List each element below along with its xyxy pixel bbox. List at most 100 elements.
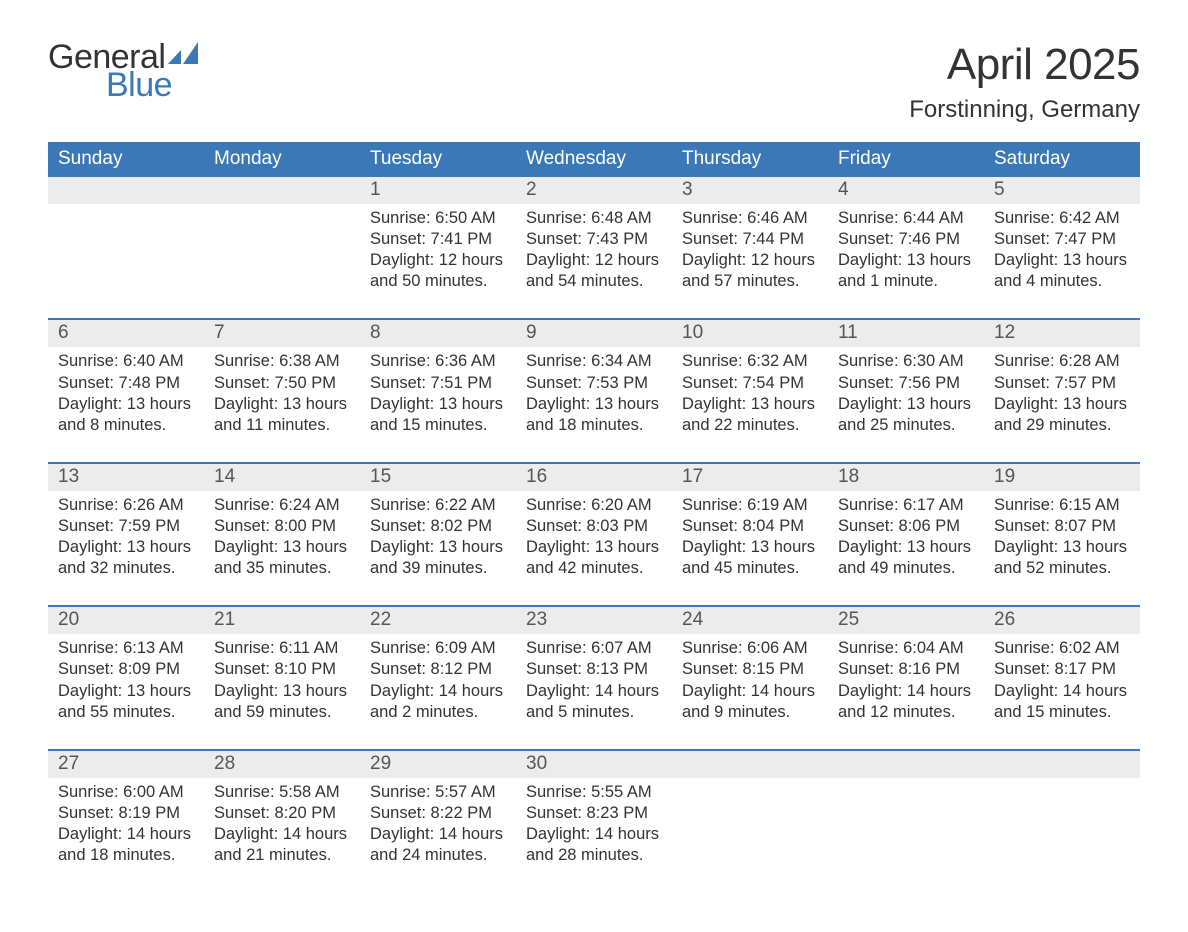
sunrise-text: Sunrise: 6:04 AM	[838, 638, 974, 659]
calendar-body: 12345Sunrise: 6:50 AMSunset: 7:41 PMDayl…	[48, 177, 1140, 892]
calendar-cell: Sunrise: 6:30 AMSunset: 7:56 PMDaylight:…	[828, 347, 984, 461]
day-number: 30	[516, 751, 672, 778]
weekday-header: Tuesday	[360, 142, 516, 177]
day-number: 16	[516, 464, 672, 491]
daylight-text: Daylight: 13 hours and 42 minutes.	[526, 537, 662, 579]
calendar-week: 12345Sunrise: 6:50 AMSunset: 7:41 PMDayl…	[48, 177, 1140, 318]
sunset-text: Sunset: 8:19 PM	[58, 803, 194, 824]
calendar-cell: Sunrise: 6:19 AMSunset: 8:04 PMDaylight:…	[672, 491, 828, 605]
daylight-text: Daylight: 13 hours and 1 minute.	[838, 250, 974, 292]
daynum-row: 13141516171819	[48, 464, 1140, 491]
sunrise-text: Sunrise: 6:13 AM	[58, 638, 194, 659]
weekday-header: Monday	[204, 142, 360, 177]
daylight-text: Daylight: 14 hours and 12 minutes.	[838, 681, 974, 723]
day-number: 4	[828, 177, 984, 204]
weekday-header: Saturday	[984, 142, 1140, 177]
day-number: 22	[360, 607, 516, 634]
daynum-row: 27282930	[48, 751, 1140, 778]
sunrise-text: Sunrise: 6:38 AM	[214, 351, 350, 372]
calendar-cell: Sunrise: 6:26 AMSunset: 7:59 PMDaylight:…	[48, 491, 204, 605]
sunset-text: Sunset: 7:57 PM	[994, 373, 1130, 394]
daylight-text: Daylight: 13 hours and 25 minutes.	[838, 394, 974, 436]
daylight-text: Daylight: 13 hours and 18 minutes.	[526, 394, 662, 436]
sunrise-text: Sunrise: 6:02 AM	[994, 638, 1130, 659]
sunset-text: Sunset: 7:41 PM	[370, 229, 506, 250]
daylight-text: Daylight: 14 hours and 21 minutes.	[214, 824, 350, 866]
day-number: 1	[360, 177, 516, 204]
brand-sail-icon	[168, 42, 198, 68]
daylight-text: Daylight: 13 hours and 49 minutes.	[838, 537, 974, 579]
sunrise-text: Sunrise: 6:42 AM	[994, 208, 1130, 229]
daylight-text: Daylight: 13 hours and 45 minutes.	[682, 537, 818, 579]
sunrise-text: Sunrise: 6:07 AM	[526, 638, 662, 659]
day-number: 15	[360, 464, 516, 491]
sunset-text: Sunset: 7:53 PM	[526, 373, 662, 394]
sunrise-text: Sunrise: 6:48 AM	[526, 208, 662, 229]
calendar-cell: Sunrise: 5:55 AMSunset: 8:23 PMDaylight:…	[516, 778, 672, 892]
daylight-text: Daylight: 13 hours and 39 minutes.	[370, 537, 506, 579]
sunrise-text: Sunrise: 6:30 AM	[838, 351, 974, 372]
sunset-text: Sunset: 8:16 PM	[838, 659, 974, 680]
day-number: 5	[984, 177, 1140, 204]
daylight-text: Daylight: 13 hours and 8 minutes.	[58, 394, 194, 436]
day-number: 9	[516, 320, 672, 347]
calendar-cell: Sunrise: 6:06 AMSunset: 8:15 PMDaylight:…	[672, 634, 828, 748]
day-number: 3	[672, 177, 828, 204]
calendar-week: 20212223242526Sunrise: 6:13 AMSunset: 8:…	[48, 605, 1140, 748]
calendar-cell: Sunrise: 6:00 AMSunset: 8:19 PMDaylight:…	[48, 778, 204, 892]
sunrise-text: Sunrise: 6:15 AM	[994, 495, 1130, 516]
sunrise-text: Sunrise: 6:22 AM	[370, 495, 506, 516]
weekday-header-row: SundayMondayTuesdayWednesdayThursdayFrid…	[48, 142, 1140, 177]
day-number: 21	[204, 607, 360, 634]
daynum-row: 6789101112	[48, 320, 1140, 347]
daylight-text: Daylight: 13 hours and 11 minutes.	[214, 394, 350, 436]
daynum-row: 20212223242526	[48, 607, 1140, 634]
daylight-text: Daylight: 13 hours and 52 minutes.	[994, 537, 1130, 579]
sunset-text: Sunset: 8:06 PM	[838, 516, 974, 537]
daylight-text: Daylight: 13 hours and 29 minutes.	[994, 394, 1130, 436]
calendar-cell: Sunrise: 6:32 AMSunset: 7:54 PMDaylight:…	[672, 347, 828, 461]
sunrise-text: Sunrise: 6:19 AM	[682, 495, 818, 516]
daylight-text: Daylight: 12 hours and 54 minutes.	[526, 250, 662, 292]
daylight-text: Daylight: 14 hours and 5 minutes.	[526, 681, 662, 723]
calendar-cell: Sunrise: 6:40 AMSunset: 7:48 PMDaylight:…	[48, 347, 204, 461]
day-number	[204, 177, 360, 204]
sunset-text: Sunset: 7:44 PM	[682, 229, 818, 250]
sunset-text: Sunset: 8:04 PM	[682, 516, 818, 537]
calendar-cell: Sunrise: 6:28 AMSunset: 7:57 PMDaylight:…	[984, 347, 1140, 461]
page-title: April 2025	[909, 40, 1140, 90]
daylight-text: Daylight: 13 hours and 4 minutes.	[994, 250, 1130, 292]
weekday-header: Sunday	[48, 142, 204, 177]
day-number: 20	[48, 607, 204, 634]
calendar-cell	[204, 204, 360, 318]
sunrise-text: Sunrise: 6:00 AM	[58, 782, 194, 803]
weekday-header: Wednesday	[516, 142, 672, 177]
calendar-cell: Sunrise: 6:24 AMSunset: 8:00 PMDaylight:…	[204, 491, 360, 605]
day-number: 26	[984, 607, 1140, 634]
page-subtitle: Forstinning, Germany	[909, 96, 1140, 124]
calendar-cell: Sunrise: 6:20 AMSunset: 8:03 PMDaylight:…	[516, 491, 672, 605]
calendar-cell: Sunrise: 6:04 AMSunset: 8:16 PMDaylight:…	[828, 634, 984, 748]
sunset-text: Sunset: 8:00 PM	[214, 516, 350, 537]
calendar-cell: Sunrise: 6:38 AMSunset: 7:50 PMDaylight:…	[204, 347, 360, 461]
calendar-cell: Sunrise: 6:07 AMSunset: 8:13 PMDaylight:…	[516, 634, 672, 748]
calendar-cell: Sunrise: 6:15 AMSunset: 8:07 PMDaylight:…	[984, 491, 1140, 605]
daylight-text: Daylight: 13 hours and 32 minutes.	[58, 537, 194, 579]
sunrise-text: Sunrise: 6:34 AM	[526, 351, 662, 372]
day-number: 25	[828, 607, 984, 634]
sunset-text: Sunset: 7:51 PM	[370, 373, 506, 394]
sunset-text: Sunset: 8:10 PM	[214, 659, 350, 680]
day-number	[48, 177, 204, 204]
sunrise-text: Sunrise: 6:46 AM	[682, 208, 818, 229]
brand-logo: General Blue	[48, 40, 198, 102]
calendar-cell: Sunrise: 6:42 AMSunset: 7:47 PMDaylight:…	[984, 204, 1140, 318]
calendar-week: 27282930Sunrise: 6:00 AMSunset: 8:19 PMD…	[48, 749, 1140, 892]
calendar-cell: Sunrise: 6:11 AMSunset: 8:10 PMDaylight:…	[204, 634, 360, 748]
day-number: 8	[360, 320, 516, 347]
day-number: 18	[828, 464, 984, 491]
calendar-cell: Sunrise: 6:13 AMSunset: 8:09 PMDaylight:…	[48, 634, 204, 748]
sunrise-text: Sunrise: 6:32 AM	[682, 351, 818, 372]
daylight-text: Daylight: 13 hours and 59 minutes.	[214, 681, 350, 723]
sunset-text: Sunset: 8:09 PM	[58, 659, 194, 680]
day-number: 7	[204, 320, 360, 347]
